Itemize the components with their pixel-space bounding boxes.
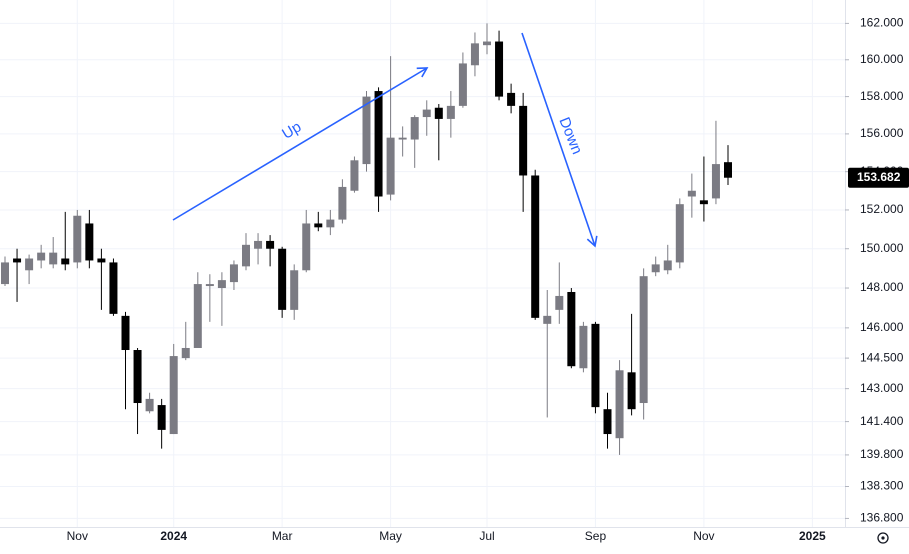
candle-body (109, 262, 118, 314)
candle-body (13, 258, 22, 263)
candle-body (326, 219, 335, 228)
y-tick-label: 150.000 (860, 241, 904, 255)
candle-body (711, 164, 720, 199)
candle-body (434, 107, 443, 119)
candle-body (338, 186, 347, 220)
y-tick-label: 156.000 (860, 126, 904, 140)
y-tick-label: 158.000 (860, 89, 904, 103)
candle-body (398, 137, 407, 140)
y-tick-label: 143.000 (860, 381, 904, 395)
candle-body (555, 295, 564, 310)
candle-body (675, 204, 684, 263)
candle-body (699, 200, 708, 205)
y-tick-label: 152.000 (860, 202, 904, 216)
up-label: Up (279, 118, 304, 142)
candle-body (687, 190, 696, 197)
candle-body (229, 264, 238, 283)
candle-body (639, 276, 648, 404)
y-tick-label: 160.000 (860, 52, 904, 66)
candle-body (278, 248, 287, 310)
candle-body (133, 350, 142, 404)
candle-body (254, 240, 263, 249)
x-tick-label: Mar (272, 529, 293, 543)
candle-body (603, 409, 612, 435)
settings-icon[interactable] (877, 532, 889, 544)
candle-body (374, 91, 383, 197)
candle-body (169, 356, 178, 435)
x-tick-label: 2025 (799, 529, 826, 543)
candles (1, 23, 732, 455)
candle-body (205, 284, 214, 287)
y-tick-label: 139.800 (860, 447, 904, 461)
y-tick-label: 136.800 (860, 511, 904, 525)
candle-body (410, 117, 419, 140)
candle-body (290, 270, 299, 310)
x-tick-label: 2024 (160, 529, 187, 543)
candle-body (543, 315, 552, 324)
x-tick-label: May (379, 529, 402, 543)
y-tick-label: 146.000 (860, 320, 904, 334)
candle-body (458, 63, 467, 106)
candle-body (663, 260, 672, 271)
last-price-label: 153.682 (857, 170, 901, 184)
candle-body (507, 92, 516, 106)
candle-body (25, 258, 34, 271)
candle-body (1, 262, 9, 285)
candle-body (157, 405, 166, 430)
candle-body (724, 162, 732, 178)
candle-body (145, 398, 154, 412)
y-tick-label: 144.500 (860, 350, 904, 364)
candle-body (121, 315, 130, 351)
x-tick-label: Nov (67, 529, 88, 543)
last-price-tag (848, 167, 909, 188)
candle-body (519, 105, 528, 176)
candle-body (193, 284, 202, 348)
candle-body (615, 370, 624, 439)
candle-body (470, 43, 479, 66)
down-label: Down (555, 115, 585, 157)
candle-body (61, 258, 70, 265)
candle-body (217, 280, 226, 289)
y-tick-label: 148.000 (860, 280, 904, 294)
x-tick-label: Nov (693, 529, 714, 543)
grid (0, 0, 845, 527)
candle-body (85, 223, 94, 261)
up-arrow (172, 67, 429, 221)
candle-body (302, 223, 311, 271)
settings-button[interactable] (877, 532, 889, 544)
settings-icon-dot (881, 536, 885, 540)
candle-body (386, 137, 395, 195)
candle-body (495, 41, 504, 97)
candle-body (49, 252, 58, 265)
y-tick-label: 138.300 (860, 479, 904, 493)
candle-body (567, 291, 576, 367)
candle-body (266, 240, 275, 249)
candle-body (531, 175, 540, 318)
candle-body (579, 325, 588, 369)
y-tick-label: 162.000 (860, 16, 904, 30)
candle-body (73, 215, 82, 263)
candle-body (651, 264, 660, 273)
candle-body (97, 258, 106, 263)
candle-body (37, 252, 46, 261)
candle-body (362, 96, 371, 165)
candle-body (314, 223, 323, 228)
candle-body (446, 105, 455, 119)
candle-body (483, 41, 491, 46)
candle-body (591, 323, 600, 408)
candle-body (242, 244, 250, 267)
y-tick-label: 141.400 (860, 414, 904, 428)
x-tick-label: Sep (585, 529, 607, 543)
x-tick-label: Jul (479, 529, 494, 543)
candle-body (422, 109, 431, 118)
candle-body (181, 347, 190, 359)
candle-body (627, 372, 636, 410)
candle-body (350, 160, 359, 191)
down-arrow (521, 32, 598, 248)
